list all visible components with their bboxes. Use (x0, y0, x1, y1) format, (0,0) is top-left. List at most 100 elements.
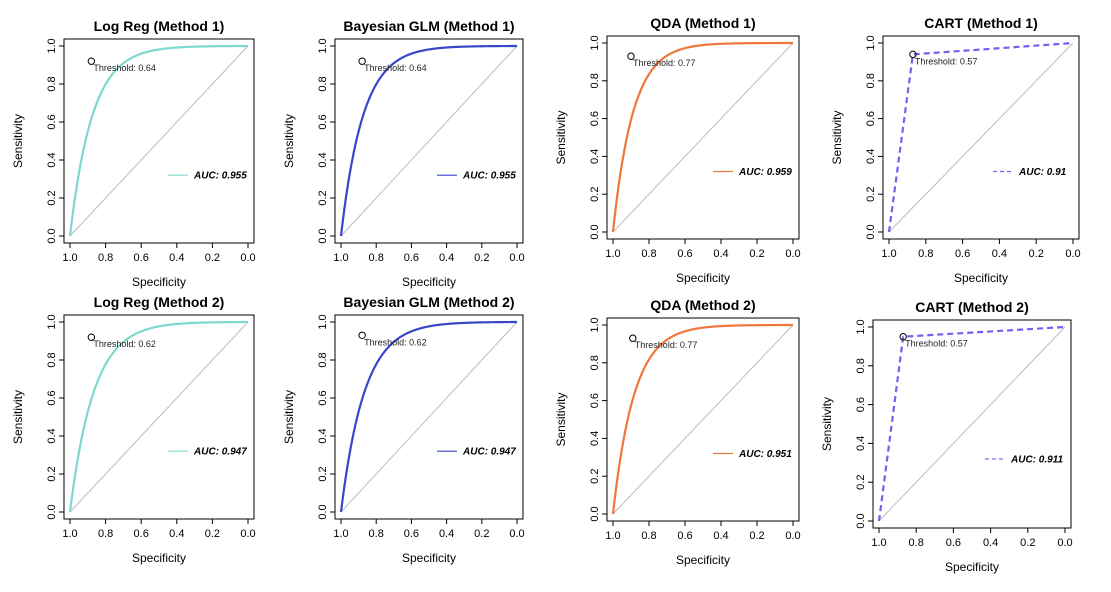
threshold-point (87, 57, 96, 65)
y-tick-label: 0.2 (317, 190, 329, 205)
y-tick-label: 0.2 (317, 466, 329, 481)
y-axis-label: Sensitivity (820, 397, 834, 451)
x-tick-label: 0.6 (134, 528, 149, 540)
chart-title: Log Reg (Method 1) (94, 18, 225, 34)
reference-diagonal (878, 326, 1066, 522)
reference-diagonal (340, 45, 518, 237)
x-axis-label: Specificity (676, 553, 730, 567)
x-tick-label: 0.6 (404, 252, 419, 264)
x-tick-label: 0.0 (509, 528, 524, 540)
x-tick-label: 0.8 (369, 252, 384, 264)
y-tick-label: 1.0 (317, 38, 329, 53)
y-tick-label: 0.4 (589, 431, 601, 446)
x-tick-label: 0.0 (240, 252, 255, 264)
legend-auc-label: AUC: 0.951 (738, 449, 792, 460)
roc-curve (68, 320, 249, 513)
threshold-label: Threshold: 0.57 (915, 56, 978, 66)
plot-frame (606, 317, 800, 522)
roc-panel-1: Threshold: 0.64 AUC: 0.955 1.0 0.8 0.6 0.4 0.2… (11, 18, 256, 289)
chart-title: CART (Method 2) (915, 299, 1029, 315)
x-tick-label: 0.8 (918, 248, 933, 260)
threshold-label: Threshold: 0.64 (364, 63, 427, 73)
y-tick-label: 0.4 (855, 436, 867, 451)
plot-frame (334, 314, 524, 520)
x-tick-label: 0.8 (909, 537, 924, 549)
y-tick-label: 0.6 (317, 390, 329, 405)
y-tick-label: 0.0 (855, 513, 867, 528)
y-axis-label: Sensitivity (282, 114, 296, 168)
reference-diagonal (612, 324, 794, 515)
x-tick-label: 0.6 (677, 530, 692, 542)
x-tick-label: 0.2 (1029, 248, 1044, 260)
y-tick-label: 0.8 (589, 73, 601, 88)
x-tick-label: 1.0 (62, 528, 77, 540)
y-tick-label: 0.4 (865, 149, 877, 164)
plot-frame (872, 319, 1072, 529)
plot-frame (63, 314, 255, 520)
threshold-point (627, 52, 635, 60)
chart-title: QDA (Method 1) (650, 15, 755, 31)
x-axis-label: Specificity (954, 271, 1008, 285)
y-tick-label: 0.8 (317, 76, 329, 91)
roc-panel-8: Threshold: 0.57 AUC: 0.911 1.0 0.8 0.6 0.4 0.2… (820, 299, 1073, 574)
x-tick-label: 0.8 (369, 528, 384, 540)
y-tick-label: 0.6 (589, 393, 601, 408)
y-axis-label: Sensitivity (282, 390, 296, 444)
y-tick-label: 0.8 (46, 76, 58, 91)
x-tick-label: 0.6 (677, 248, 692, 260)
plot-frame (882, 35, 1080, 240)
x-tick-label: 0.0 (785, 248, 800, 260)
x-tick-label: 0.0 (509, 252, 524, 264)
y-tick-label: 1.0 (855, 319, 867, 334)
x-tick-label: 0.4 (169, 528, 184, 540)
x-tick-label: 1.0 (62, 252, 77, 264)
x-axis-label: Specificity (132, 275, 186, 289)
x-tick-label: 1.0 (871, 537, 886, 549)
x-tick-label: 1.0 (881, 248, 896, 260)
x-tick-label: 0.8 (98, 528, 113, 540)
y-tick-label: 0.4 (46, 152, 58, 167)
y-axis-label: Sensitivity (11, 114, 25, 168)
x-tick-label: 0.4 (992, 248, 1007, 260)
threshold-label: Threshold: 0.57 (905, 339, 968, 349)
x-tick-label: 0.6 (134, 252, 149, 264)
y-tick-label: 0.4 (317, 152, 329, 167)
reference-diagonal (340, 321, 518, 513)
x-tick-label: 0.4 (983, 537, 998, 549)
y-axis-label: Sensitivity (11, 390, 25, 444)
x-tick-label: 0.8 (98, 252, 113, 264)
roc-panel-7: Threshold: 0.77 AUC: 0.951 1.0 0.8 0.6 0.4 0.2… (554, 297, 801, 567)
roc-curve (68, 44, 249, 237)
y-tick-label: 0.2 (865, 187, 877, 202)
x-tick-label: 1.0 (605, 530, 620, 542)
plot-frame (334, 38, 524, 244)
y-tick-label: 0.8 (589, 355, 601, 370)
threshold-label: Threshold: 0.62 (93, 339, 156, 349)
roc-panel-6: Threshold: 0.62 AUC: 0.947 1.0 0.8 0.6 0.4 0.2… (282, 294, 525, 565)
y-tick-label: 1.0 (46, 314, 58, 329)
legend-auc-label: AUC: 0.947 (462, 447, 516, 458)
y-tick-label: 0.4 (317, 428, 329, 443)
y-tick-label: 0.6 (46, 114, 58, 129)
legend-auc-label: AUC: 0.91 (1018, 167, 1067, 178)
plot-frame (63, 38, 255, 244)
x-tick-label: 0.2 (749, 248, 764, 260)
x-tick-label: 0.2 (749, 530, 764, 542)
chart-title: CART (Method 1) (924, 15, 1038, 31)
y-tick-label: 0.2 (46, 466, 58, 481)
x-tick-label: 1.0 (605, 248, 620, 260)
y-tick-label: 0.2 (46, 190, 58, 205)
x-axis-label: Specificity (402, 275, 456, 289)
x-tick-label: 1.0 (333, 528, 348, 540)
y-tick-label: 0.6 (855, 397, 867, 412)
y-tick-label: 1.0 (589, 317, 601, 332)
roc-curve (339, 44, 518, 237)
y-tick-label: 0.6 (46, 390, 58, 405)
reference-diagonal (69, 45, 249, 237)
x-tick-label: 0.6 (955, 248, 970, 260)
threshold-point (87, 333, 96, 341)
y-tick-label: 0.0 (317, 228, 329, 243)
y-axis-label: Sensitivity (830, 110, 844, 164)
chart-title: QDA (Method 2) (650, 297, 755, 313)
y-tick-label: 0.0 (317, 504, 329, 519)
